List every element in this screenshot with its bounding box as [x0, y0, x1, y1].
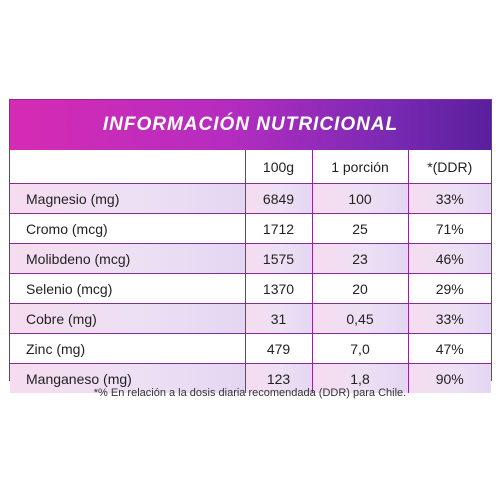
table-row: Selenio (mcg) 1370 20 29% [10, 273, 491, 304]
value-ddr: 33% [407, 303, 491, 334]
value-100g: 1575 [244, 243, 312, 274]
value-porcion: 25 [311, 213, 408, 244]
value-porcion: 0,45 [311, 303, 408, 334]
table-header-row: 100g 1 porción *(DDR) [10, 150, 491, 184]
value-100g: 31 [244, 303, 312, 334]
value-porcion: 1,8 [311, 363, 408, 393]
nutrient-name: Magnesio (mg) [10, 183, 245, 214]
value-100g: 123 [244, 363, 312, 393]
nutrient-name: Zinc (mg) [10, 333, 245, 364]
value-ddr: 71% [407, 213, 491, 244]
value-ddr: 33% [407, 183, 491, 214]
nutrition-header: INFORMACIÓN NUTRICIONAL [10, 100, 491, 150]
ddr-footnote: *% En relación a la dosis diaria recomen… [93, 387, 407, 399]
value-100g: 1370 [244, 273, 312, 304]
table-row: Cobre (mg) 31 0,45 33% [10, 303, 491, 334]
table-row: Molibdeno (mcg) 1575 23 46% [10, 243, 491, 274]
nutrient-name: Cromo (mcg) [10, 213, 245, 244]
table-row: Cromo (mcg) 1712 25 71% [10, 213, 491, 244]
value-porcion: 20 [311, 273, 408, 304]
nutrient-name: Cobre (mg) [10, 303, 245, 334]
table-row: Magnesio (mg) 6849 100 33% [10, 183, 491, 214]
header-cell-ddr: *(DDR) [407, 150, 491, 184]
value-ddr: 29% [407, 273, 491, 304]
nutrient-name: Molibdeno (mcg) [10, 243, 245, 274]
value-100g: 479 [244, 333, 312, 364]
value-100g: 6849 [244, 183, 312, 214]
header-cell-100g: 100g [244, 150, 312, 184]
value-100g: 1712 [244, 213, 312, 244]
value-ddr: 90% [407, 363, 491, 393]
value-ddr: 46% [407, 243, 491, 274]
value-porcion: 7,0 [311, 333, 408, 364]
value-ddr: 47% [407, 333, 491, 364]
value-porcion: 100 [311, 183, 408, 214]
nutrient-name: Selenio (mcg) [10, 273, 245, 304]
table-row: Zinc (mg) 479 7,0 47% [10, 333, 491, 364]
value-porcion: 23 [311, 243, 408, 274]
nutrition-table: 100g 1 porción *(DDR) Magnesio (mg) 6849… [10, 150, 491, 393]
nutrition-title: INFORMACIÓN NUTRICIONAL [102, 114, 399, 135]
table-row: Manganeso (mg) 123 1,8 90% [10, 363, 491, 393]
header-cell-blank [10, 150, 245, 184]
nutrient-name: Manganeso (mg) [10, 363, 245, 393]
header-cell-porcion: 1 porción [311, 150, 408, 184]
nutrition-panel: INFORMACIÓN NUTRICIONAL 100g 1 porción *… [9, 99, 492, 393]
